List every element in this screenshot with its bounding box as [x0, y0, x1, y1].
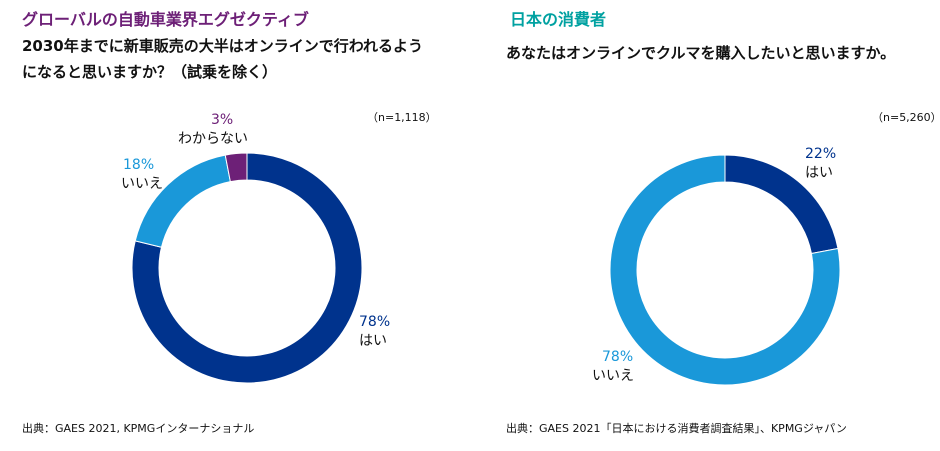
donut-chart [131, 152, 363, 384]
survey-question-line-1: 2030年までに新車販売の大半はオンラインで行われるよう [22, 37, 424, 55]
slice-category: はい [805, 165, 833, 181]
slice-percent: 78% [359, 314, 391, 330]
slice-percent: 3% [211, 112, 234, 128]
sample-size: （n=1,118） [367, 111, 437, 124]
slice-label-yes: 22% はい [805, 145, 836, 183]
global-executives-panel: グローバルの自動車業界エグゼクティブ 2030年までに新車販売の大半はオンライン… [22, 10, 437, 435]
slice-category: いいえ [121, 176, 163, 192]
source-note: 出典：GAES 2021「日本における消費者調査結果」、KPMGジャパン [506, 422, 847, 435]
donut-slice-1 [609, 154, 841, 386]
slice-category: いいえ [592, 368, 634, 384]
donut-chart [609, 154, 841, 386]
slice-label-no: 18% いいえ [121, 156, 163, 194]
panel-heading: グローバルの自動車業界エグゼクティブ [22, 10, 309, 29]
slice-category: はい [359, 333, 387, 349]
source-note: 出典：GAES 2021, KPMGインターナショナル [22, 422, 255, 435]
slice-category: わからない [178, 131, 248, 147]
slice-percent: 22% [805, 146, 837, 162]
japan-consumers-panel: 日本の消費者 あなたはオンラインでクルマを購入したいと思いますか。 （n=5,2… [470, 0, 940, 451]
sample-size: （n=5,260） [872, 111, 940, 124]
slice-percent: 78% [602, 349, 634, 365]
slice-label-dont-know: 3% わからない [173, 111, 253, 149]
panel-heading: 日本の消費者 [510, 10, 607, 29]
donut-slice-0 [131, 152, 363, 384]
survey-question-line-2: になると思いますか？（試乗を除く） [22, 63, 278, 81]
slice-label-no: 78% いいえ [592, 348, 634, 386]
donut-slice-2 [224, 152, 248, 183]
slice-percent: 18% [123, 157, 155, 173]
survey-question: あなたはオンラインでクルマを購入したいと思いますか。 [506, 44, 896, 62]
slice-label-yes: 78% はい [359, 313, 390, 351]
